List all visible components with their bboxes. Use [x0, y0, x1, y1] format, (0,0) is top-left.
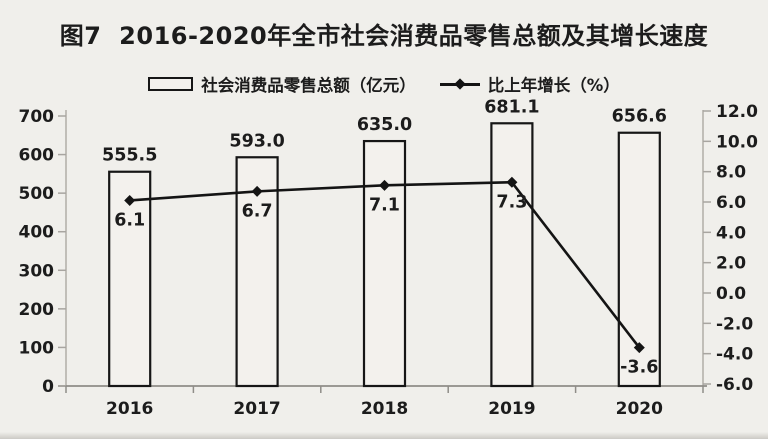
line-value-label: 7.3 — [496, 192, 527, 212]
bar-value-label: 593.0 — [229, 131, 284, 151]
x-axis-category-label: 2017 — [233, 399, 280, 419]
bar-value-label: 635.0 — [357, 115, 412, 135]
left-axis-tick-label: 200 — [19, 300, 55, 320]
legend-item-line: 比上年增长（%） — [439, 72, 620, 96]
x-axis-category-label: 2018 — [361, 399, 408, 419]
legend-item-bar: 社会消费品零售总额（亿元） — [148, 72, 416, 96]
line-marker-2016 — [124, 194, 136, 206]
left-axis-tick-label: 500 — [19, 184, 55, 204]
line-value-label: -3.6 — [620, 358, 658, 378]
bar-value-label: 681.1 — [484, 97, 539, 117]
right-axis-tick-label: -2.0 — [716, 314, 753, 334]
bar-2018 — [362, 139, 407, 388]
x-axis-category-label: 2020 — [616, 399, 663, 419]
line-marker-2019 — [506, 176, 518, 188]
left-axis-tick-label: 300 — [19, 261, 55, 281]
right-axis-tick-label: -4.0 — [716, 345, 753, 365]
line-marker-2018 — [379, 179, 390, 191]
chart-legend: 社会消费品零售总额（亿元） 比上年增长（%） — [0, 72, 768, 96]
line-marker-2017 — [251, 185, 263, 197]
line-value-label: 6.7 — [242, 201, 273, 221]
line-value-label: 6.1 — [114, 210, 145, 230]
right-axis-tick-label: 6.0 — [716, 193, 746, 213]
bar-swatch-icon — [148, 77, 194, 91]
bar-2016 — [108, 170, 152, 388]
bar-2019 — [490, 122, 534, 388]
right-axis-tick-label: 4.0 — [716, 223, 746, 243]
right-axis-tick-label: 2.0 — [716, 254, 746, 274]
bar-value-label: 656.6 — [612, 107, 667, 127]
left-axis-tick-label: 400 — [19, 223, 55, 243]
line-value-label: 7.1 — [369, 195, 400, 215]
right-axis-tick-label: 12.0 — [716, 102, 758, 122]
line-diamond-swatch-icon — [439, 78, 480, 90]
left-axis-tick-label: 600 — [19, 146, 55, 166]
x-axis-category-label: 2019 — [488, 399, 535, 419]
bar-value-label: 555.5 — [102, 146, 157, 166]
left-axis-tick-label: 100 — [19, 338, 55, 358]
left-axis-tick-label: 700 — [19, 107, 55, 127]
figure-title: 图7 2016-2020年全市社会消费品零售总额及其增长速度 — [59, 22, 709, 50]
x-axis-category-label: 2016 — [106, 399, 153, 419]
line-marker-2020 — [633, 342, 645, 354]
right-axis-tick-label: -6.0 — [716, 375, 753, 395]
left-axis-tick-label: 0 — [42, 377, 54, 397]
right-axis-tick-label: 0.0 — [716, 284, 746, 304]
right-axis-tick-label: 8.0 — [716, 163, 746, 183]
legend-bar-label: 社会消费品零售总额（亿元） — [201, 76, 416, 95]
legend-line-label: 比上年增长（%） — [487, 76, 620, 95]
right-axis-tick-label: 10.0 — [716, 132, 758, 152]
